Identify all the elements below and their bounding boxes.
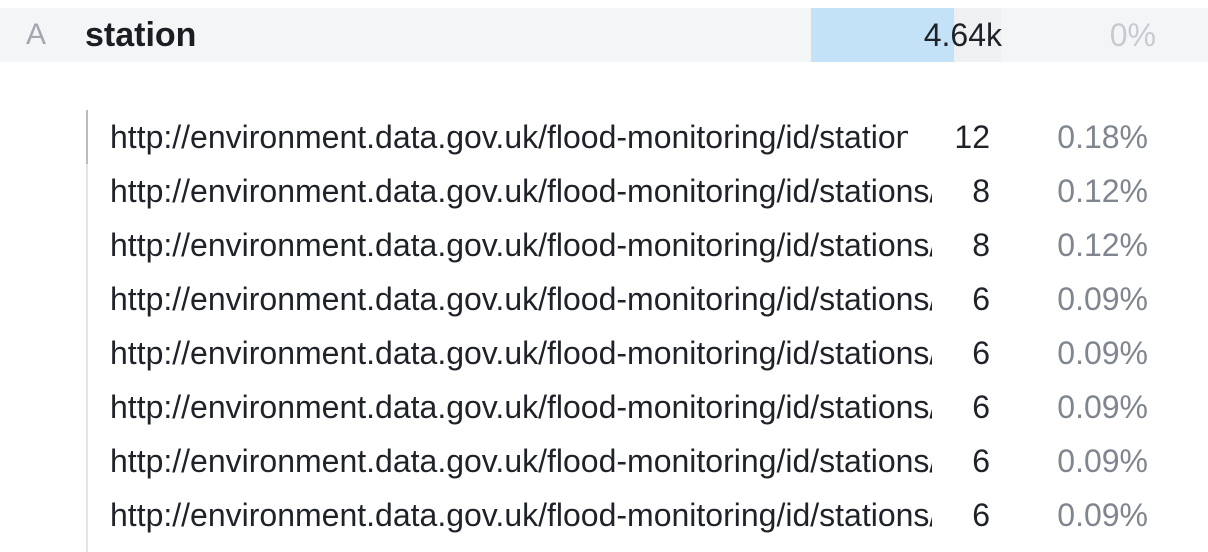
value-label: http://environment.data.gov.uk/flood-mon… xyxy=(110,443,932,479)
value-percent: 0.09% xyxy=(1057,335,1148,371)
value-label: http://environment.data.gov.uk/flood-mon… xyxy=(110,389,932,425)
value-count: 12 xyxy=(954,119,990,155)
string-type-icon: A xyxy=(26,18,47,51)
value-percent: 0.12% xyxy=(1057,173,1148,209)
value-label: http://environment.data.gov.uk/flood-mon… xyxy=(110,119,908,155)
value-percent: 0.09% xyxy=(1057,281,1148,317)
value-label: http://environment.data.gov.uk/flood-mon… xyxy=(110,281,932,317)
count-bar-track xyxy=(811,8,1001,62)
count-bar-fill xyxy=(811,8,954,62)
column-header[interactable]: A station 4.64k 0% xyxy=(0,8,1208,62)
value-percent: 0.09% xyxy=(1057,389,1148,425)
value-row[interactable]: http://environment.data.gov.uk/flood-mon… xyxy=(88,326,1208,380)
value-label: http://environment.data.gov.uk/flood-mon… xyxy=(110,173,932,209)
value-count: 8 xyxy=(972,227,990,263)
value-row[interactable]: http://environment.data.gov.uk/flood-mon… xyxy=(88,488,1208,542)
value-percent: 0.09% xyxy=(1057,443,1148,479)
total-count: 4.64k xyxy=(923,17,1002,53)
null-percent: 0% xyxy=(1109,17,1156,53)
value-label: http://environment.data.gov.uk/flood-mon… xyxy=(110,335,932,371)
value-row[interactable]: http://environment.data.gov.uk/flood-mon… xyxy=(88,380,1208,434)
value-count: 6 xyxy=(972,389,990,425)
value-percent: 0.12% xyxy=(1057,227,1148,263)
value-count: 6 xyxy=(972,443,990,479)
value-list[interactable]: http://environment.data.gov.uk/flood-mon… xyxy=(86,110,1208,552)
column-name: station xyxy=(85,16,197,54)
value-percent: 0.18% xyxy=(1057,119,1148,155)
value-label: http://environment.data.gov.uk/flood-mon… xyxy=(110,227,932,263)
value-row[interactable]: http://environment.data.gov.uk/flood-mon… xyxy=(88,272,1208,326)
scrollbar-thumb[interactable] xyxy=(86,110,88,164)
value-row[interactable]: http://environment.data.gov.uk/flood-mon… xyxy=(88,218,1208,272)
value-percent: 0.09% xyxy=(1057,497,1148,533)
value-count: 6 xyxy=(972,497,990,533)
value-count: 6 xyxy=(972,335,990,371)
value-row[interactable]: http://environment.data.gov.uk/flood-mon… xyxy=(88,434,1208,488)
value-count: 8 xyxy=(972,173,990,209)
value-row[interactable]: http://environment.data.gov.uk/flood-mon… xyxy=(88,110,1208,164)
value-row[interactable]: http://environment.data.gov.uk/flood-mon… xyxy=(88,164,1208,218)
value-count: 6 xyxy=(972,281,990,317)
value-label: http://environment.data.gov.uk/flood-mon… xyxy=(110,497,932,533)
